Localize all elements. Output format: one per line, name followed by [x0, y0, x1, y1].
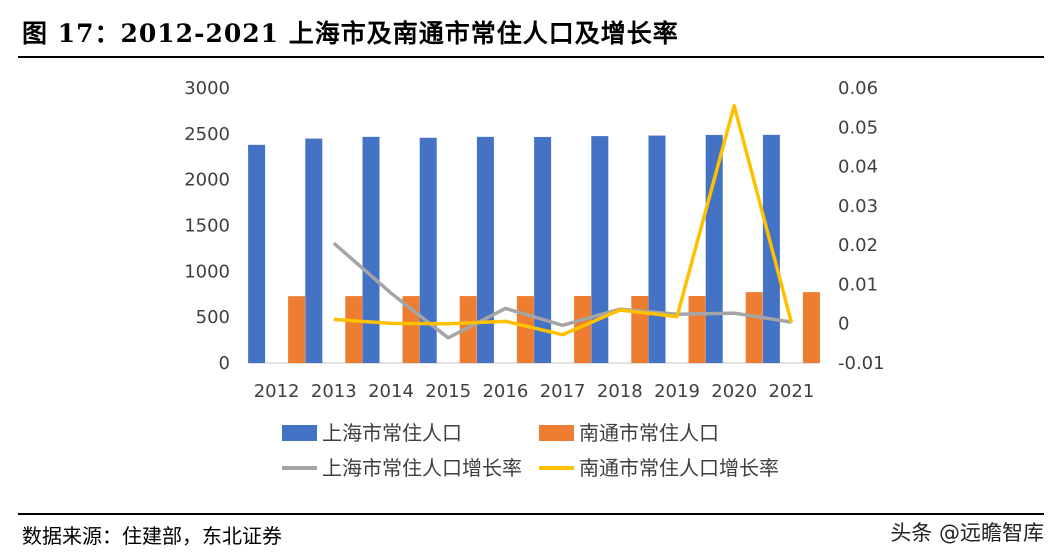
right-tick-label: 0 [838, 314, 849, 335]
right-axis-ticks: 0.06 0.05 0.04 0.03 0.02 0.01 0 -0.01 [838, 78, 885, 374]
x-tick-label: 2016 [482, 381, 528, 402]
left-tick-label: 500 [196, 307, 230, 328]
x-tick-label: 2014 [368, 381, 414, 402]
x-tick-label: 2017 [540, 381, 586, 402]
right-tick-label: 0.01 [838, 274, 878, 295]
x-tick-label: 2020 [711, 381, 757, 402]
bar-nantong-2016 [516, 296, 534, 363]
bar-shanghai-2014 [362, 136, 380, 363]
bar-shanghai-2013 [305, 138, 323, 363]
line-nantong-growth [333, 103, 794, 337]
line-shanghai-growth [332, 241, 792, 340]
left-tick-label: 0 [219, 353, 230, 374]
bar-nantong-2017 [574, 295, 592, 363]
right-tick-label: -0.01 [838, 353, 885, 374]
x-tick-label: 2021 [768, 381, 814, 402]
legend-label: 上海市常住人口 [322, 421, 462, 445]
x-tick-label: 2019 [654, 381, 700, 402]
bar-shanghai-2018 [591, 136, 609, 363]
bar-shanghai-2015 [419, 137, 437, 363]
bar-shanghai-2017 [534, 136, 552, 363]
x-tick-label: 2013 [311, 381, 357, 402]
bar-nantong-2021 [802, 292, 820, 363]
x-tick-label: 2015 [425, 381, 471, 402]
bar-shanghai-2019 [648, 135, 666, 363]
left-tick-label: 1000 [184, 261, 230, 282]
legend-label: 上海市常住人口增长率 [322, 456, 522, 480]
x-tick-label: 2018 [597, 381, 643, 402]
legend-swatch [282, 425, 317, 441]
source-note: 数据来源：住建部，东北证券 [22, 524, 282, 548]
watermark: 头条 @远瞻智库 [890, 521, 1044, 545]
bar-shanghai-2016 [476, 136, 494, 363]
left-tick-label: 2000 [184, 170, 230, 191]
left-tick-label: 1500 [184, 216, 230, 237]
legend-label: 南通市常住人口 [579, 421, 719, 445]
right-tick-label: 0.04 [838, 157, 878, 178]
right-tick-label: 0.06 [838, 78, 878, 99]
bar-shanghai-2020 [705, 134, 723, 363]
bar-nantong-2020 [745, 292, 763, 363]
top-rule [18, 56, 1044, 58]
bar-nantong-2012 [288, 296, 306, 363]
left-axis-ticks: 3000 2500 2000 1500 1000 500 0 [184, 78, 230, 374]
bottom-rule [18, 513, 1044, 515]
x-axis-ticks: 2012 2013 2014 2015 2016 2017 2018 2019 2020 2021 [254, 381, 815, 402]
x-tick-label: 2012 [254, 381, 300, 402]
bar-nantong-2013 [345, 296, 363, 363]
left-tick-label: 3000 [184, 78, 230, 99]
bar-nantong-2019 [688, 295, 706, 363]
legend-swatch [539, 425, 574, 441]
chart-title: 图 17：2012-2021 上海市及南通市常住人口及增长率 [22, 19, 679, 48]
right-tick-label: 0.05 [838, 117, 878, 138]
right-tick-label: 0.03 [838, 196, 878, 217]
right-tick-label: 0.02 [838, 235, 878, 256]
bar-shanghai-2012 [248, 144, 266, 363]
bars [248, 134, 820, 363]
legend-label: 南通市常住人口增长率 [579, 456, 779, 480]
bar-nantong-2015 [459, 296, 477, 363]
lines [332, 103, 794, 340]
left-tick-label: 2500 [184, 124, 230, 145]
bar-nantong-2018 [631, 295, 649, 363]
